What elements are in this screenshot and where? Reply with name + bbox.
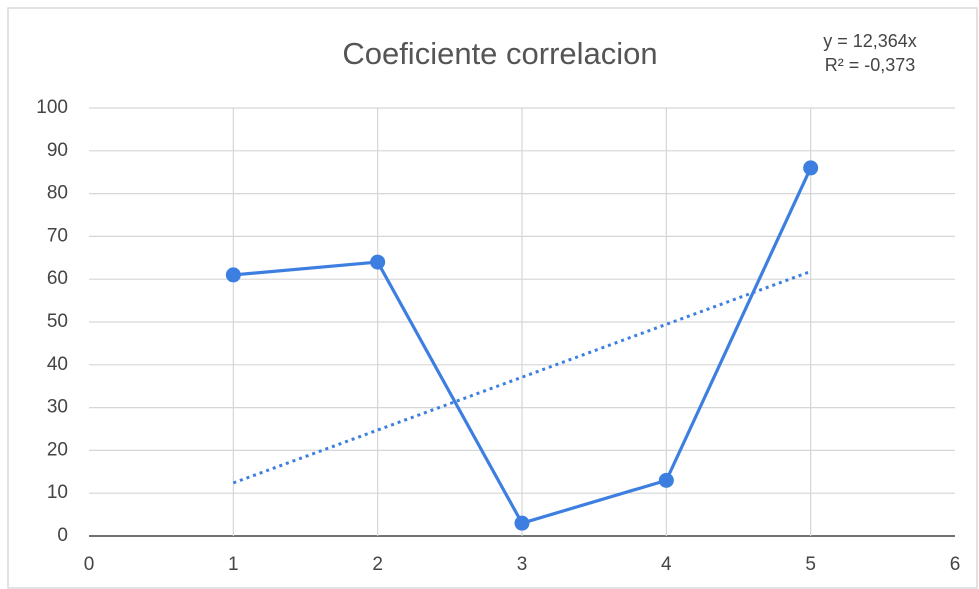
y-tick-label: 30 [47,397,68,418]
x-tick-label: 6 [950,554,961,575]
data-point [514,515,530,531]
data-point [225,267,241,283]
x-tick-label: 5 [805,554,816,575]
data-point [370,254,386,270]
y-tick-label: 20 [47,439,68,460]
y-tick-label: 70 [47,225,68,246]
y-tick-label: 10 [47,482,68,503]
y-tick-label: 60 [47,268,68,289]
chart-title: Coeficiente correlacion [342,36,657,71]
x-tick-label: 0 [84,554,95,575]
x-tick-label: 4 [661,554,672,575]
x-tick-label: 2 [372,554,383,575]
x-tick-label: 1 [228,554,239,575]
x-tick-label: 3 [517,554,528,575]
y-tick-label: 100 [36,97,68,118]
chart-frame [7,7,978,589]
y-tick-label: 40 [47,354,68,375]
trend-r2: R² = -0,373 [825,55,916,75]
trendline [232,270,812,485]
y-tick-label: 50 [47,311,68,332]
y-tick-label: 80 [47,183,68,204]
data-point [803,160,819,176]
trend-equation: y = 12,364x [823,31,917,51]
y-tick-label: 0 [57,525,68,546]
y-tick-label: 90 [47,140,68,161]
data-point [658,472,674,488]
